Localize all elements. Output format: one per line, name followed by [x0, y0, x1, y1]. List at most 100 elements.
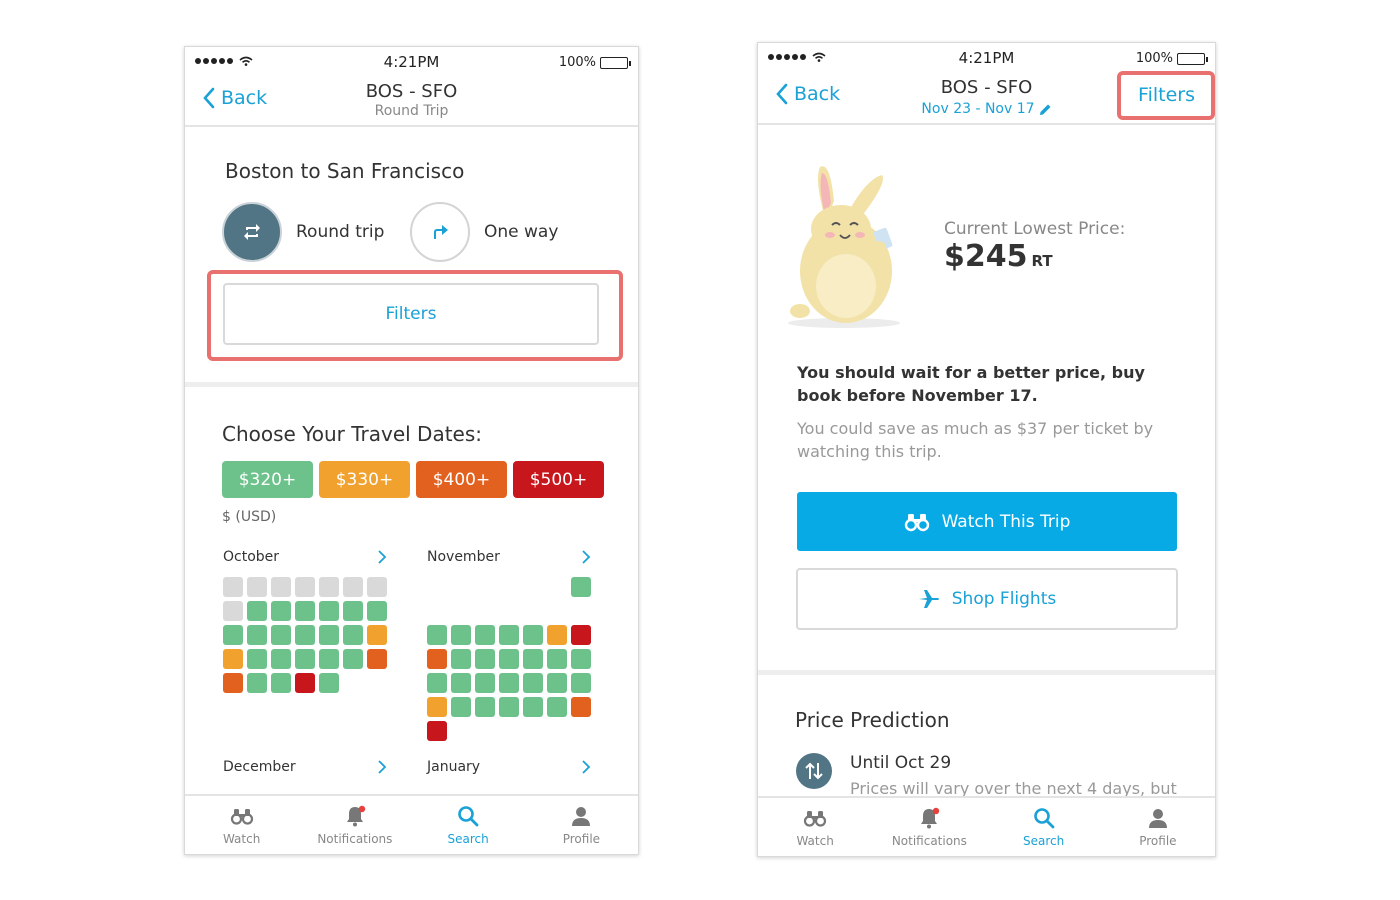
- tab-watch[interactable]: Watch: [185, 796, 298, 854]
- round-trip-option[interactable]: Round trip: [222, 202, 384, 262]
- calendar-day[interactable]: [271, 649, 291, 669]
- calendar-day[interactable]: [523, 673, 543, 693]
- tab-notifications[interactable]: Notifications: [872, 798, 986, 856]
- calendar-empty: [451, 601, 471, 621]
- calendar-day[interactable]: [295, 649, 315, 669]
- calendar-empty: [475, 601, 495, 621]
- calendar-day[interactable]: [271, 673, 291, 693]
- tab-search[interactable]: Search: [987, 798, 1101, 856]
- calendar-day[interactable]: [547, 625, 567, 645]
- price-legend: $320+ $330+ $400+ $500+: [222, 461, 604, 498]
- calendar-october: October: [223, 549, 387, 693]
- calendar-day[interactable]: [319, 673, 339, 693]
- calendar-day[interactable]: [499, 673, 519, 693]
- calendar-day: [223, 577, 243, 597]
- chevron-right-icon[interactable]: [377, 759, 387, 775]
- calendar-day[interactable]: [547, 697, 567, 717]
- calendar-day[interactable]: [475, 649, 495, 669]
- calendar-day[interactable]: [451, 673, 471, 693]
- calendar-day[interactable]: [571, 649, 591, 669]
- signal-icon: [768, 52, 826, 62]
- battery-icon: [1177, 52, 1208, 65]
- calendar-day[interactable]: [319, 601, 339, 621]
- filters-link[interactable]: Filters: [1138, 84, 1195, 106]
- route-code: BOS - SFO: [365, 81, 458, 102]
- calendar-day[interactable]: [247, 625, 267, 645]
- calendar-day[interactable]: [427, 721, 447, 741]
- calendar-day[interactable]: [271, 625, 291, 645]
- calendar-empty: [523, 601, 543, 621]
- calendar-day[interactable]: [499, 697, 519, 717]
- shop-flights-button[interactable]: Shop Flights: [796, 568, 1178, 630]
- tab-search[interactable]: Search: [412, 796, 525, 854]
- calendar-day[interactable]: [475, 697, 495, 717]
- airplane-icon: [918, 590, 939, 608]
- calendar-day[interactable]: [475, 673, 495, 693]
- tab-label: Notifications: [317, 832, 393, 846]
- back-button[interactable]: Back: [203, 87, 267, 109]
- calendar-day[interactable]: [523, 625, 543, 645]
- filters-button[interactable]: Filters: [223, 283, 599, 345]
- calendar-day[interactable]: [547, 649, 567, 669]
- calendar-day[interactable]: [427, 649, 447, 669]
- calendar-day[interactable]: [523, 697, 543, 717]
- tab-notifications[interactable]: Notifications: [298, 796, 411, 854]
- calendar-day: [367, 577, 387, 597]
- calendar-day[interactable]: [451, 625, 471, 645]
- tab-watch[interactable]: Watch: [758, 798, 872, 856]
- filters-highlight: [207, 270, 623, 361]
- calendar-day[interactable]: [367, 601, 387, 621]
- calendar-day[interactable]: [499, 625, 519, 645]
- calendar-day[interactable]: [523, 649, 543, 669]
- prediction-detail: Prices will vary over the next 4 days, b…: [850, 779, 1177, 798]
- calendar-day[interactable]: [295, 673, 315, 693]
- chevron-right-icon[interactable]: [377, 549, 387, 565]
- search-icon: [458, 806, 479, 827]
- tab-profile[interactable]: Profile: [1101, 798, 1215, 856]
- calendar-day[interactable]: [247, 649, 267, 669]
- calendar-day[interactable]: [295, 625, 315, 645]
- calendar-day[interactable]: [547, 673, 567, 693]
- travel-dates[interactable]: Nov 23 - Nov 17: [921, 101, 1051, 117]
- calendar-day[interactable]: [427, 625, 447, 645]
- savings-note: You could save as much as $37 per ticket…: [797, 419, 1154, 461]
- calendar-day[interactable]: [343, 649, 363, 669]
- calendar-day[interactable]: [571, 673, 591, 693]
- calendar-day[interactable]: [475, 625, 495, 645]
- chevron-right-icon[interactable]: [581, 549, 591, 565]
- calendar-day[interactable]: [247, 673, 267, 693]
- calendar-day[interactable]: [319, 625, 339, 645]
- calendar-day[interactable]: [223, 673, 243, 693]
- calendar-day[interactable]: [271, 601, 291, 621]
- nav-bar: Back BOS - SFO Round Trip: [185, 77, 638, 127]
- calendar-day[interactable]: [295, 601, 315, 621]
- price-legend-pill: $320+: [222, 461, 313, 498]
- calendar-day[interactable]: [343, 625, 363, 645]
- calendar-day[interactable]: [499, 649, 519, 669]
- back-button[interactable]: Back: [776, 83, 840, 105]
- calendar-day[interactable]: [319, 649, 339, 669]
- pencil-icon: [1039, 104, 1051, 115]
- tab-profile[interactable]: Profile: [525, 796, 638, 854]
- calendar-day[interactable]: [427, 697, 447, 717]
- calendar-day[interactable]: [451, 697, 471, 717]
- one-way-option[interactable]: One way: [410, 202, 558, 262]
- calendar-day[interactable]: [451, 649, 471, 669]
- binoculars-icon: [804, 811, 827, 827]
- prediction-item: Until Oct 29 Prices will vary over the n…: [796, 753, 1177, 798]
- calendar-day[interactable]: [571, 577, 591, 597]
- chevron-right-icon[interactable]: [581, 759, 591, 775]
- calendar-day[interactable]: [427, 673, 447, 693]
- shop-flights-label: Shop Flights: [951, 589, 1057, 609]
- calendar-day[interactable]: [571, 697, 591, 717]
- calendar-day[interactable]: [367, 625, 387, 645]
- calendar-day[interactable]: [223, 649, 243, 669]
- signal-icon: [195, 56, 253, 66]
- calendar-day[interactable]: [223, 625, 243, 645]
- calendar-day[interactable]: [343, 601, 363, 621]
- calendar-day[interactable]: [247, 601, 267, 621]
- calendar-empty: [427, 601, 447, 621]
- calendar-day[interactable]: [571, 625, 591, 645]
- calendar-day[interactable]: [367, 649, 387, 669]
- watch-trip-button[interactable]: Watch This Trip: [797, 492, 1177, 551]
